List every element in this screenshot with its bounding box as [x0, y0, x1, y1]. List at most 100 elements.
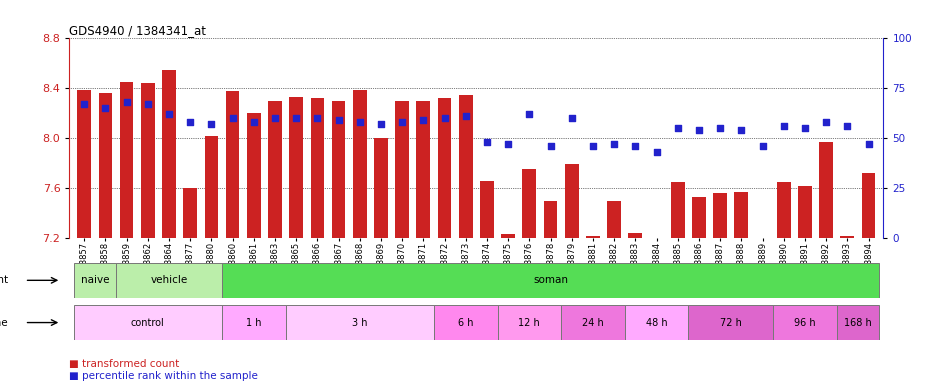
Point	[98, 105, 113, 111]
Bar	[416, 101, 430, 238]
Point	[162, 111, 177, 118]
Point	[671, 125, 685, 131]
Bar	[222, 305, 286, 340]
Bar	[116, 263, 222, 298]
Bar	[841, 235, 854, 238]
Bar	[565, 164, 579, 238]
Point	[564, 115, 579, 121]
Point	[331, 117, 346, 123]
Text: 96 h: 96 h	[795, 318, 816, 328]
Point	[246, 119, 261, 125]
Bar	[222, 263, 879, 298]
Bar	[226, 91, 240, 238]
Bar	[862, 173, 875, 238]
Bar	[688, 305, 773, 340]
Point	[819, 119, 833, 125]
Bar	[544, 200, 558, 238]
Point	[776, 123, 791, 129]
Text: 48 h: 48 h	[646, 318, 667, 328]
Bar	[395, 101, 409, 238]
Text: GDS4940 / 1384341_at: GDS4940 / 1384341_at	[69, 24, 206, 37]
Bar	[141, 83, 154, 238]
Point	[183, 119, 198, 125]
Point	[352, 119, 367, 125]
Bar	[353, 89, 366, 238]
Text: agent: agent	[0, 275, 8, 285]
Bar	[434, 305, 498, 340]
Bar	[290, 97, 303, 238]
Point	[692, 127, 707, 133]
Point	[543, 143, 558, 149]
Point	[438, 115, 452, 121]
Bar	[713, 193, 727, 238]
Text: naive: naive	[80, 275, 109, 285]
Bar	[78, 89, 91, 238]
Point	[861, 141, 876, 147]
Text: 24 h: 24 h	[582, 318, 604, 328]
Point	[267, 115, 282, 121]
Point	[119, 99, 134, 105]
Text: soman: soman	[533, 275, 568, 285]
Text: 3 h: 3 h	[352, 318, 367, 328]
Bar	[268, 101, 282, 238]
Point	[755, 143, 770, 149]
Point	[225, 115, 240, 121]
Bar	[798, 185, 812, 238]
Text: ■ transformed count: ■ transformed count	[69, 359, 179, 369]
Point	[77, 101, 92, 108]
Point	[522, 111, 536, 118]
Bar	[820, 142, 833, 238]
Bar	[734, 192, 748, 238]
Bar	[480, 180, 494, 238]
Bar	[773, 305, 837, 340]
Text: ■ percentile rank within the sample: ■ percentile rank within the sample	[69, 371, 258, 381]
Bar	[628, 233, 642, 238]
Point	[374, 121, 388, 127]
Bar	[74, 305, 222, 340]
Bar	[99, 93, 112, 238]
Bar	[74, 263, 116, 298]
Bar	[459, 94, 473, 238]
Bar	[501, 234, 515, 238]
Point	[797, 125, 812, 131]
Bar	[624, 305, 688, 340]
Bar	[671, 182, 684, 238]
Bar	[311, 98, 325, 238]
Text: 168 h: 168 h	[844, 318, 871, 328]
Point	[204, 121, 219, 127]
Point	[395, 119, 410, 125]
Text: 12 h: 12 h	[519, 318, 540, 328]
Text: 1 h: 1 h	[246, 318, 262, 328]
Point	[310, 115, 325, 121]
Bar	[286, 305, 434, 340]
Bar	[692, 197, 706, 238]
Bar	[247, 113, 261, 238]
Text: 72 h: 72 h	[720, 318, 742, 328]
Point	[607, 141, 622, 147]
Text: time: time	[0, 318, 8, 328]
Bar	[332, 101, 345, 238]
Bar	[204, 136, 218, 238]
Bar	[561, 305, 624, 340]
Point	[713, 125, 728, 131]
Bar	[374, 138, 388, 238]
Bar	[498, 305, 561, 340]
Point	[628, 143, 643, 149]
Bar	[837, 305, 879, 340]
Point	[459, 113, 474, 119]
Bar	[119, 82, 133, 238]
Point	[416, 117, 431, 123]
Point	[141, 101, 155, 108]
Point	[734, 127, 748, 133]
Point	[500, 141, 515, 147]
Bar	[438, 98, 451, 238]
Point	[586, 143, 600, 149]
Bar	[523, 169, 536, 238]
Point	[289, 115, 303, 121]
Bar	[162, 70, 176, 238]
Text: vehicle: vehicle	[151, 275, 188, 285]
Text: 6 h: 6 h	[458, 318, 474, 328]
Text: control: control	[131, 318, 165, 328]
Point	[649, 149, 664, 155]
Point	[479, 139, 494, 145]
